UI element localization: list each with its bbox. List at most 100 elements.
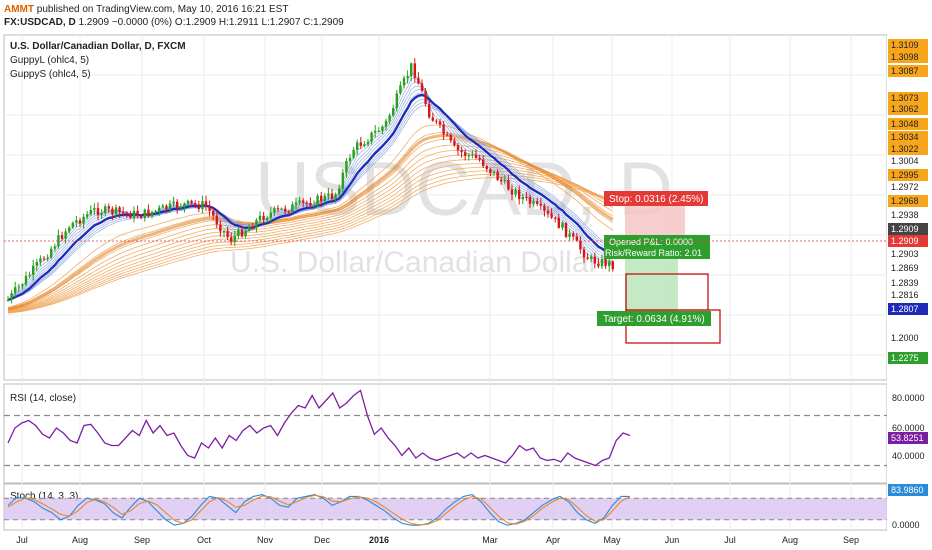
candle-body: [500, 179, 503, 182]
candle-body: [240, 229, 244, 237]
rsi-indicator: 80.0000 60.0000 40.0000 53.8251: [4, 389, 928, 467]
price-tag-box: [888, 181, 928, 193]
candle-body: [345, 161, 348, 173]
candle-body: [507, 179, 510, 190]
candle-body: [273, 208, 276, 213]
candle-body: [125, 212, 128, 214]
candle-body: [136, 210, 139, 217]
price-tag-box: [888, 92, 928, 104]
candle-body: [222, 231, 226, 233]
candle-body: [244, 230, 247, 237]
publish-info: AMMT published on TradingView.com, May 1…: [4, 4, 288, 15]
grid-lines: [4, 35, 887, 530]
candle-body: [611, 261, 614, 270]
candle-body: [316, 195, 319, 206]
time-tick-label: Aug: [782, 535, 798, 545]
price-tag-box: [888, 303, 928, 315]
candle-body: [226, 231, 229, 238]
price-tag-box: [888, 195, 928, 207]
candle-body: [600, 259, 604, 267]
time-tick-label: Jul: [16, 535, 28, 545]
main-pane[interactable]: [3, 34, 888, 381]
candle-body: [532, 201, 535, 204]
candle-body: [525, 196, 528, 198]
price-tag-label: 1.2903: [891, 249, 919, 259]
candle-body: [237, 229, 240, 237]
ohlc-line: FX:USDCAD, D 1.2909 −0.0000 (0%) O:1.290…: [4, 17, 344, 28]
candle-body: [579, 240, 582, 250]
candle-body: [374, 130, 377, 133]
guppy-short-line: [7, 105, 614, 301]
candle-body: [496, 171, 499, 180]
price-tag-label: 1.2839: [891, 278, 919, 288]
rsi-tick-label: 40.0000: [892, 451, 925, 461]
guppys-label: GuppyS (ohlc4, 5): [10, 69, 91, 80]
long-position-tool[interactable]: Stop: 0.0316 (2.45%) Opened P&L: 0.0000 …: [597, 191, 721, 344]
candle-body: [453, 140, 456, 146]
chart-title: U.S. Dollar/Canadian Dollar, D, FXCM: [10, 41, 186, 52]
stochastic-indicator: 83.9860 0.0000: [4, 484, 928, 530]
candle-body: [233, 236, 236, 242]
candle-body: [35, 262, 38, 266]
candle-body: [42, 258, 46, 260]
candle-body: [366, 141, 370, 145]
ohlc-values: 1.2909 −0.0000 (0%) O:1.2909 H:1.2911 L:…: [78, 17, 344, 28]
price-tag-label: 1.2938: [891, 210, 919, 220]
candle-body: [575, 236, 578, 241]
guppy-long-line: [7, 159, 613, 311]
price-tag-box: [888, 65, 928, 77]
candle-body: [186, 200, 190, 204]
candle-body: [212, 211, 215, 216]
candle-body: [82, 216, 85, 224]
candle-body: [384, 120, 388, 127]
price-tag-label: 1.2995: [891, 170, 919, 180]
candle-body: [269, 212, 272, 218]
price-tag-box: [888, 262, 928, 274]
candle-body: [593, 256, 596, 264]
candle-body: [197, 204, 200, 210]
guppy-long-band: [7, 134, 614, 311]
candle-body: [158, 207, 161, 211]
candle-body: [143, 209, 146, 219]
price-tag-label: 1.2869: [891, 263, 919, 273]
candle-body: [183, 203, 186, 208]
price-tag-box: [888, 118, 928, 130]
candle-body: [456, 145, 460, 151]
rsi-tick-label: 60.0000: [892, 423, 925, 433]
candle-body: [96, 208, 100, 216]
candle-body: [276, 208, 280, 210]
candle-body: [258, 215, 262, 221]
candle-body: [147, 209, 150, 217]
stoch-last-value: 83.9860: [891, 485, 924, 495]
candle-body: [518, 189, 521, 200]
candle-body: [478, 158, 481, 160]
time-tick-label: Sep: [134, 535, 150, 545]
candle-body: [543, 205, 546, 211]
candle-body: [284, 208, 287, 212]
candle-body: [86, 214, 89, 217]
watermark-name: U.S. Dollar/Canadian Dollar: [230, 246, 599, 279]
candle-body: [323, 195, 326, 202]
time-tick-label: Aug: [72, 535, 88, 545]
rsi-tick-label: 80.0000: [892, 393, 925, 403]
rsi-pane[interactable]: [3, 383, 888, 484]
candle-body: [438, 121, 442, 125]
candlestick-series: [6, 58, 614, 304]
price-tag-label: 1.3062: [891, 104, 919, 114]
author-link[interactable]: AMMT: [4, 4, 34, 15]
candle-body: [280, 208, 283, 210]
candle-body: [89, 209, 92, 215]
candle-body: [291, 204, 294, 213]
time-tick-label: Jul: [724, 535, 736, 545]
rsi-line: [7, 389, 631, 467]
candle-body: [287, 211, 290, 213]
candle-body: [165, 205, 168, 210]
candle-body: [449, 134, 452, 141]
candle-body: [302, 200, 305, 203]
time-tick-label: Jun: [665, 535, 680, 545]
candle-body: [550, 213, 553, 218]
candle-body: [417, 77, 420, 84]
price-tag-label: 1.2909: [891, 224, 919, 234]
candle-body: [474, 154, 478, 159]
